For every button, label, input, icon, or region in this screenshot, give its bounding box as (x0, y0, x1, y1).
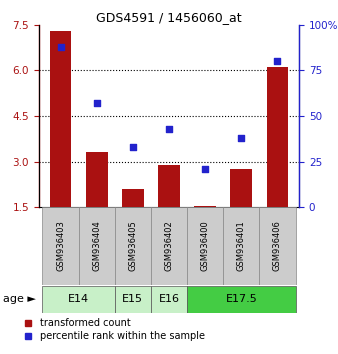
Bar (187, 286, 295, 313)
Text: GSM936401: GSM936401 (237, 221, 246, 272)
Text: E15: E15 (122, 294, 143, 304)
Bar (115, 286, 151, 313)
Bar (151, 207, 187, 285)
Text: E14: E14 (68, 294, 89, 304)
Bar (158, 165, 180, 207)
Point (94, 100, 99, 106)
Bar (223, 207, 259, 285)
Bar (194, 206, 216, 207)
Text: GSM936402: GSM936402 (165, 221, 173, 272)
Point (239, 135, 244, 141)
Text: GSM936403: GSM936403 (56, 221, 65, 272)
Point (166, 126, 172, 132)
Text: E17.5: E17.5 (225, 294, 257, 304)
Point (202, 166, 208, 172)
Text: age ►: age ► (3, 294, 35, 304)
Bar (122, 189, 144, 207)
Text: E16: E16 (159, 294, 179, 304)
Bar (50, 31, 71, 207)
Text: GSM936404: GSM936404 (92, 221, 101, 272)
Bar (187, 207, 223, 285)
Bar (151, 286, 187, 313)
Point (58, 44, 63, 50)
Point (130, 144, 136, 150)
Legend: transformed count, percentile rank within the sample: transformed count, percentile rank withi… (18, 318, 206, 341)
Bar (43, 286, 115, 313)
Text: GSM936406: GSM936406 (273, 221, 282, 272)
Point (275, 58, 280, 64)
Title: GDS4591 / 1456060_at: GDS4591 / 1456060_at (96, 11, 242, 24)
Bar (79, 207, 115, 285)
Text: GSM936400: GSM936400 (201, 221, 210, 272)
Bar (115, 207, 151, 285)
Bar (267, 67, 288, 207)
Bar (86, 153, 107, 207)
Text: GSM936405: GSM936405 (128, 221, 137, 272)
Bar (231, 169, 252, 207)
Bar (43, 207, 79, 285)
Bar (259, 207, 295, 285)
